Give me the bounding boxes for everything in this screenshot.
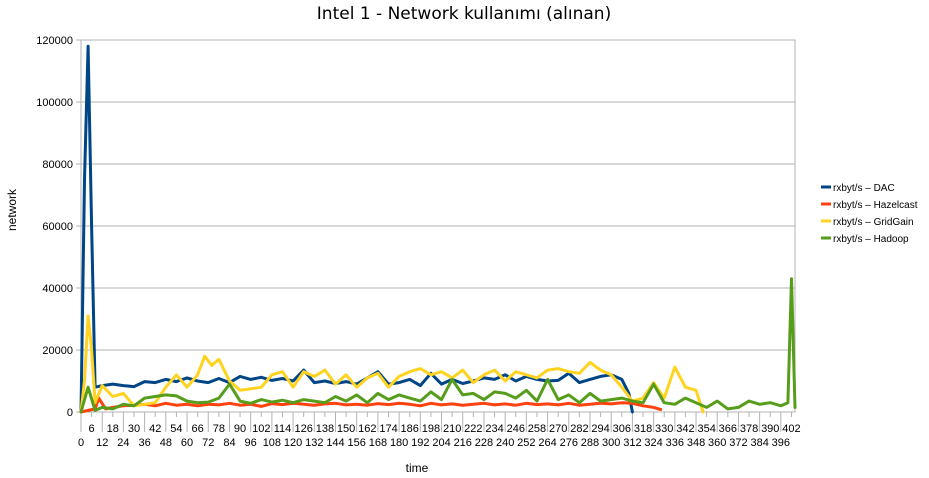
x-tick-label: 144 [326, 437, 344, 449]
x-tick-label: 0 [78, 437, 84, 449]
x-tick-label: 288 [581, 437, 599, 449]
x-tick-label: 24 [117, 437, 129, 449]
x-tick-label: 6 [89, 423, 95, 435]
x-tick-label: 126 [295, 423, 313, 435]
y-tick-label: 120000 [36, 35, 73, 47]
x-tick-label: 306 [613, 423, 631, 435]
x-tick-label: 330 [655, 423, 673, 435]
x-tick-label: 90 [234, 423, 246, 435]
x-tick-label: 204 [432, 437, 450, 449]
y-tick-label: 80000 [42, 159, 73, 171]
x-tick-label: 78 [213, 423, 225, 435]
series-line-1 [79, 44, 634, 414]
x-tick-label: 96 [245, 437, 257, 449]
legend-label-1: rxbyt/s – DAC [833, 183, 895, 194]
x-tick-label: 252 [517, 437, 535, 449]
x-tick-label: 150 [337, 423, 355, 435]
x-tick-label: 378 [740, 423, 758, 435]
x-tick-label: 48 [160, 437, 172, 449]
x-tick-label: 168 [369, 437, 387, 449]
x-tick-label: 390 [761, 423, 779, 435]
x-tick-label: 54 [170, 423, 182, 435]
x-tick-label: 384 [750, 437, 768, 449]
y-tick-label: 100000 [36, 97, 73, 109]
series-line-2 [79, 396, 663, 414]
x-tick-label: 282 [570, 423, 588, 435]
x-tick-label: 240 [496, 437, 514, 449]
x-tick-label: 396 [772, 437, 790, 449]
x-tick-label: 12 [96, 437, 108, 449]
x-tick-label: 84 [223, 437, 235, 449]
y-tick-label: 60000 [42, 221, 73, 233]
x-tick-label: 72 [202, 437, 214, 449]
legend-label-4: rxbyt/s – Hadoop [833, 234, 909, 245]
x-tick-label: 258 [528, 423, 546, 435]
x-tick-label: 354 [697, 423, 715, 435]
y-axis-label: network [5, 188, 19, 231]
x-tick-label: 336 [666, 437, 684, 449]
x-tick-label: 234 [485, 423, 503, 435]
axis-layer: 0 20000 40000 60000 80000 100000 120000 0 12 24 36… [36, 35, 800, 449]
x-tick-label: 402 [782, 423, 800, 435]
x-tick-label: 36 [138, 437, 150, 449]
x-tick-label: 222 [464, 423, 482, 435]
x-tick-label: 30 [128, 423, 140, 435]
x-tick-label: 60 [181, 437, 193, 449]
legend: rxbyt/s – DAC rxbyt/s – Hazelcast rxbyt/s … [821, 183, 918, 245]
x-tick-label: 366 [719, 423, 737, 435]
x-tick-label: 114 [274, 423, 292, 435]
x-tick-label: 138 [316, 423, 334, 435]
x-tick-label: 246 [507, 423, 525, 435]
x-tick-label: 162 [358, 423, 376, 435]
x-tick-label: 342 [676, 423, 694, 435]
x-tick-label: 276 [560, 437, 578, 449]
legend-label-2: rxbyt/s – Hazelcast [833, 200, 918, 211]
series-layer [79, 44, 797, 414]
x-tick-label: 372 [729, 437, 747, 449]
x-tick-label: 132 [305, 437, 323, 449]
y-tick-label: 0 [67, 407, 73, 419]
x-tick-label: 210 [443, 423, 461, 435]
x-tick-label: 156 [348, 437, 366, 449]
x-axis-label: time [406, 461, 429, 475]
x-tick-label: 192 [411, 437, 429, 449]
x-tick-label: 186 [401, 423, 419, 435]
x-tick-label: 66 [192, 423, 204, 435]
x-tick-label: 120 [284, 437, 302, 449]
x-tick-label: 348 [687, 437, 705, 449]
x-tick-label: 216 [454, 437, 472, 449]
y-tick-label: 40000 [42, 283, 73, 295]
x-tick-label: 18 [107, 423, 119, 435]
grid-layer [80, 39, 796, 413]
x-tick-label: 180 [390, 437, 408, 449]
y-tick-label: 20000 [42, 345, 73, 357]
x-tick-label: 42 [149, 423, 161, 435]
series-line-4 [79, 277, 797, 414]
chart-title: Intel 1 - Network kullanımı (alınan) [317, 4, 611, 24]
x-tick-label: 228 [475, 437, 493, 449]
x-tick-label: 324 [644, 437, 662, 449]
x-tick-label: 294 [591, 423, 609, 435]
x-tick-label: 312 [623, 437, 641, 449]
legend-label-3: rxbyt/s – GridGain [833, 217, 914, 228]
x-tick-label: 264 [538, 437, 556, 449]
x-tick-label: 270 [549, 423, 567, 435]
x-tick-label: 318 [634, 423, 652, 435]
x-tick-label: 174 [379, 423, 397, 435]
x-tick-label: 102 [252, 423, 270, 435]
x-tick-label: 108 [263, 437, 281, 449]
x-tick-label: 198 [422, 423, 440, 435]
x-tick-label: 360 [708, 437, 726, 449]
x-tick-label: 300 [602, 437, 620, 449]
